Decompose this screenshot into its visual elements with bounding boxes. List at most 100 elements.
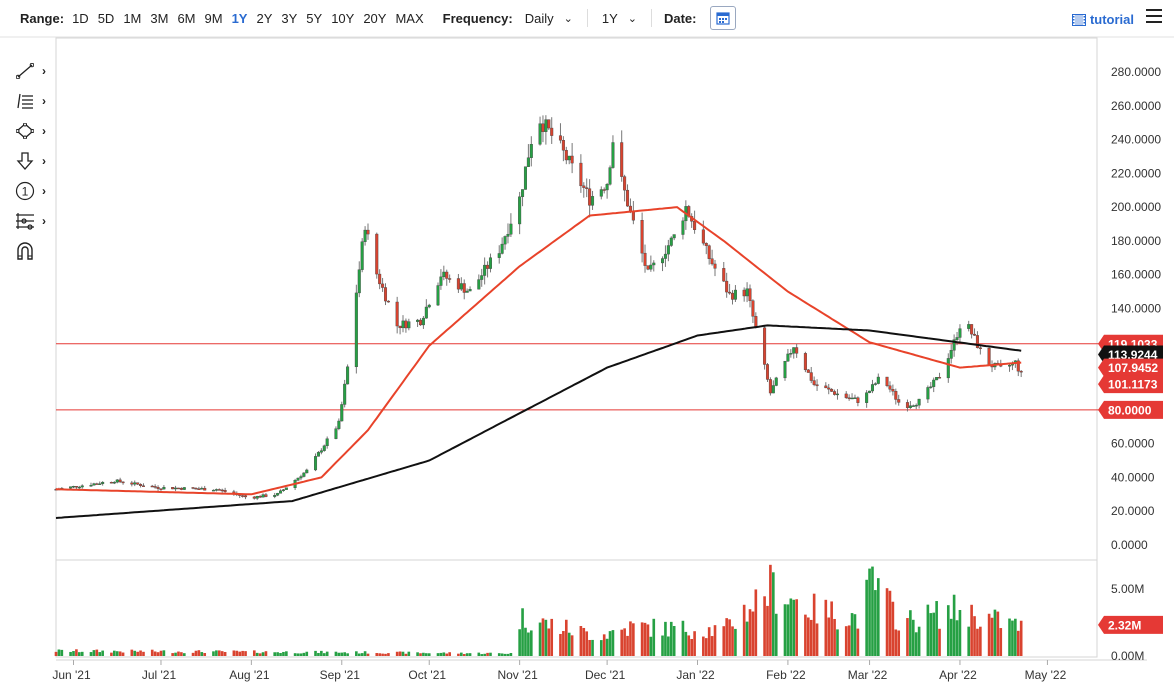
candle (661, 258, 665, 264)
candle (958, 328, 962, 338)
magnet-tool[interactable] (14, 236, 54, 266)
candle (623, 176, 627, 191)
volume-bar (258, 653, 262, 656)
plot-frame (55, 37, 1098, 658)
volume-bar (917, 626, 921, 656)
candle (150, 485, 154, 488)
y-tick-label: 220.0000 (1111, 166, 1161, 180)
volume-bar (766, 605, 769, 656)
candle (398, 325, 402, 329)
candle (643, 252, 647, 266)
volume-bar (235, 650, 239, 656)
candle (672, 234, 676, 239)
volume-bar (1008, 618, 1011, 656)
volume-bar (150, 649, 154, 656)
arrow-tool[interactable]: › (14, 146, 54, 176)
volume-bar (827, 617, 831, 656)
volume-bar (500, 653, 504, 656)
volume-bar (774, 613, 778, 656)
candle (89, 484, 93, 487)
range-button-3y[interactable]: 3Y (281, 10, 298, 26)
volume-bar (404, 653, 408, 656)
candle (550, 127, 554, 136)
candle (211, 489, 215, 492)
period-select[interactable]: 1Y ⌄ (598, 11, 641, 26)
volume-bar (261, 652, 265, 656)
range-button-1m[interactable]: 1M (123, 10, 142, 26)
volume-bar (652, 618, 656, 656)
candle (792, 347, 796, 354)
fib-tool[interactable]: › (14, 86, 54, 116)
range-button-6m[interactable]: 6M (177, 10, 196, 26)
candle (789, 353, 793, 355)
range-button-max[interactable]: MAX (395, 10, 424, 26)
volume-bar (255, 652, 259, 656)
volume-bar (130, 649, 134, 656)
range-buttons: 1D 5D 1M 3M 6M 9M 1Y 2Y 3Y 5Y 10Y 20Y MAX (72, 11, 433, 26)
support-price-tag: 80.0000 (1098, 400, 1163, 419)
volume-bar (529, 630, 533, 656)
candle (179, 487, 183, 490)
candle (153, 486, 157, 488)
frequency-select[interactable]: Daily ⌄ (521, 11, 577, 26)
trendline-tool[interactable]: › (14, 56, 54, 86)
hamburger-menu-icon[interactable] (1146, 9, 1162, 27)
candle (803, 353, 807, 371)
range-button-10y[interactable]: 10Y (331, 10, 355, 26)
candle (486, 264, 490, 269)
range-button-1d[interactable]: 1D (72, 10, 89, 26)
range-button-20y[interactable]: 20Y (363, 10, 387, 26)
volume-bar (970, 604, 973, 656)
candle (891, 389, 895, 392)
volume-bar (1014, 618, 1017, 656)
candle (174, 487, 178, 490)
frequency-value: Daily (524, 10, 554, 26)
tutorial-label: tutorial (1089, 12, 1134, 27)
volume-bar (949, 618, 953, 656)
volume-bar (182, 653, 186, 656)
volume-bar (865, 579, 868, 656)
volume-bar (174, 652, 177, 656)
candle (774, 377, 778, 386)
range-button-3m[interactable]: 3M (150, 10, 169, 26)
volume-bar (690, 638, 693, 656)
calendar-button[interactable] (710, 6, 737, 30)
range-button-5y[interactable]: 5Y (306, 10, 323, 26)
candle (599, 189, 603, 197)
nodes-icon (14, 212, 36, 230)
candle (620, 142, 624, 177)
volume-bar (445, 653, 449, 656)
candle (763, 327, 767, 365)
candle (360, 241, 364, 270)
volume-bar (238, 651, 242, 656)
range-button-9m[interactable]: 9M (204, 10, 223, 26)
x-tick-label: Apr '22 (939, 668, 977, 682)
volume-bar (503, 653, 507, 656)
range-button-5d[interactable]: 5D (97, 10, 115, 26)
tutorial-link[interactable]: tutorial (1071, 12, 1134, 27)
candle (171, 487, 175, 490)
volume-bar (710, 636, 714, 656)
candle (809, 372, 813, 381)
candle (608, 167, 612, 185)
y-tick-label: 20.0000 (1111, 504, 1155, 518)
volume-bar (101, 650, 104, 656)
annotation-tool[interactable]: 1 › (14, 176, 54, 206)
arrow-down-icon (14, 152, 36, 170)
volume-bar (626, 635, 629, 656)
candle (1019, 370, 1023, 373)
candle (666, 245, 670, 255)
candle (865, 392, 869, 403)
candle (523, 166, 527, 190)
range-button-1y[interactable]: 1Y (231, 10, 248, 26)
shape-tool[interactable]: › (14, 116, 54, 146)
fast-ma-price-tag: 107.9452 (1098, 358, 1163, 377)
volume-bar (786, 604, 790, 656)
measure-tool[interactable]: › (14, 206, 54, 236)
volume-bar (754, 589, 758, 656)
candle (978, 347, 982, 349)
volume-bar (98, 652, 102, 656)
volume-bar (734, 628, 737, 656)
range-button-2y[interactable]: 2Y (256, 10, 273, 26)
